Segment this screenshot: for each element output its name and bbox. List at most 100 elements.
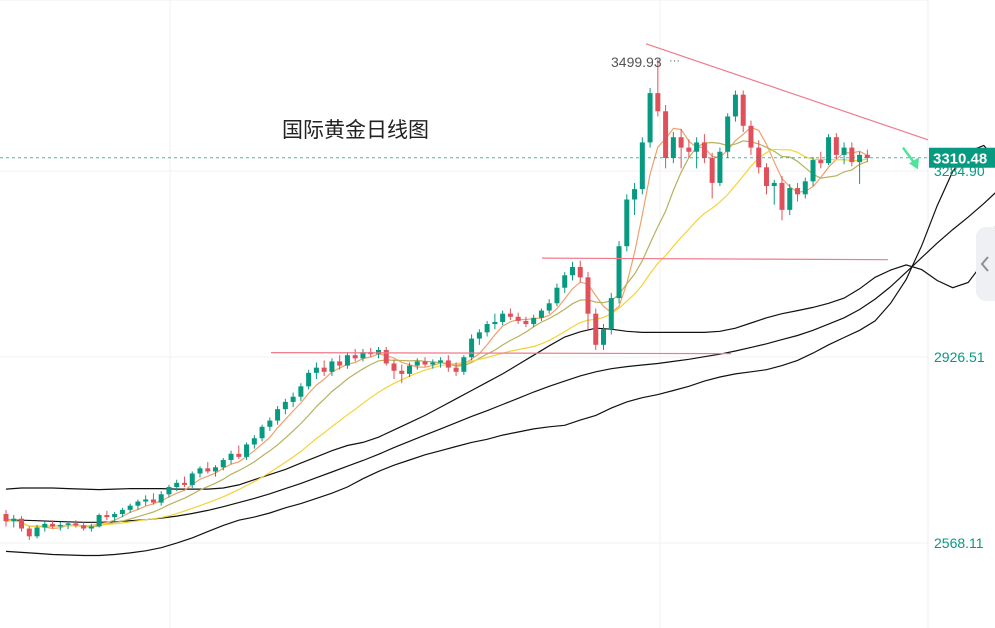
candle-body [143, 499, 149, 502]
candle [236, 445, 242, 459]
candle-body [174, 482, 180, 488]
candle [577, 260, 583, 283]
candle-body [181, 482, 187, 485]
candle-body [391, 363, 397, 371]
candle [515, 312, 521, 325]
candle-body [375, 349, 381, 355]
candle [383, 346, 389, 366]
candle [174, 479, 180, 492]
candle [181, 476, 187, 488]
candle [725, 113, 731, 158]
candle [670, 132, 676, 164]
candle-body [337, 361, 343, 366]
candle-body [321, 367, 327, 372]
candle-body [546, 303, 552, 311]
candle-body [841, 147, 847, 155]
candle [709, 152, 715, 199]
candle-body [461, 357, 467, 372]
candle-body [608, 298, 614, 330]
candle-body [818, 160, 824, 164]
support-line-lower [270, 351, 732, 355]
candle-body [73, 523, 79, 526]
candle [81, 522, 87, 531]
candle-body [577, 266, 583, 278]
candle [632, 182, 638, 216]
candle [663, 105, 669, 169]
candle [344, 352, 350, 369]
candle-body [857, 154, 863, 163]
candle-body [81, 525, 87, 529]
bollinger-mid-line [6, 192, 995, 523]
candle [275, 406, 281, 425]
candle [150, 493, 156, 505]
candle [717, 147, 723, 187]
candle-body [275, 409, 281, 421]
candle [205, 462, 211, 474]
candle-body [492, 321, 498, 325]
candle [686, 139, 692, 158]
high-price-dots: ··· [669, 55, 680, 67]
candle-body [694, 142, 700, 152]
candle-body [267, 420, 273, 427]
candle-body [725, 116, 731, 152]
candle [34, 524, 40, 539]
candle [407, 362, 413, 377]
candle [50, 520, 56, 529]
candle [857, 151, 863, 184]
candle [647, 87, 653, 148]
forecast-arrow-icon [901, 146, 919, 170]
candle-body [313, 367, 319, 373]
last-price-label: 3310.48 [933, 151, 987, 168]
candle [469, 334, 475, 361]
candle [802, 177, 808, 199]
ma10-line [5, 140, 868, 528]
candle-body [709, 157, 715, 183]
candle [337, 355, 343, 370]
candle [244, 442, 250, 461]
candle [298, 383, 304, 401]
last-price-badge-bg [929, 147, 995, 168]
candle-body [244, 444, 250, 457]
candle [220, 457, 226, 471]
bollinger-upper-line [5, 226, 995, 491]
candle [360, 348, 366, 362]
candle-body [647, 93, 653, 143]
candle [290, 392, 296, 408]
candle-body [329, 361, 335, 372]
candle-body [469, 338, 475, 358]
candle-body [65, 523, 71, 525]
candle [259, 424, 265, 442]
candle-body [500, 313, 506, 322]
candle-body [236, 453, 242, 457]
candle-body [34, 527, 40, 537]
candle-body [616, 246, 622, 299]
candle [601, 324, 607, 350]
candle [11, 515, 17, 528]
candle [445, 355, 451, 372]
candle-body [88, 526, 94, 529]
candle-body [158, 494, 164, 503]
candle-body [585, 277, 591, 314]
collapse-panel-handle[interactable] [976, 227, 995, 301]
candle-body [282, 401, 288, 410]
candle-body [352, 355, 358, 359]
moving-averages [5, 126, 868, 530]
candle-body [833, 137, 839, 155]
candle [104, 510, 110, 521]
candle-body [740, 94, 746, 126]
candle [492, 313, 498, 330]
candle [414, 358, 420, 370]
candle [694, 137, 700, 169]
bollinger-lower-line [5, 144, 995, 557]
candle [391, 359, 397, 380]
candle [461, 355, 467, 375]
candle [740, 90, 746, 133]
candle [321, 360, 327, 376]
candle [352, 348, 358, 362]
candle [399, 364, 405, 384]
candle-body [57, 524, 63, 527]
candle-body [127, 505, 133, 510]
candle-body [826, 137, 832, 164]
candle-body [678, 137, 684, 148]
